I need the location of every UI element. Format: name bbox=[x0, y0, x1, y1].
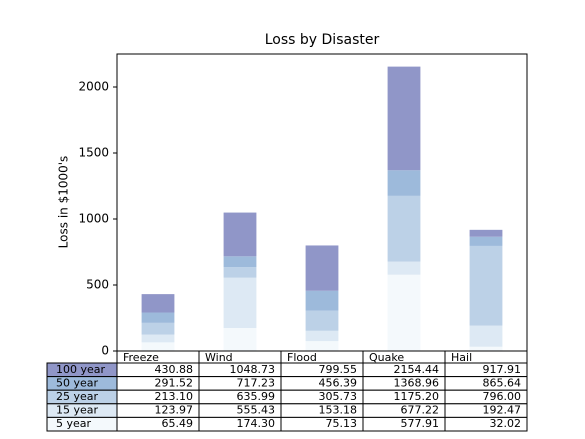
bar-segment bbox=[387, 274, 421, 351]
table-cell-text: 65.49 bbox=[162, 417, 194, 430]
bar-segment bbox=[223, 327, 257, 351]
chart-title: Loss by Disaster bbox=[265, 32, 380, 48]
table-cell-text: 291.52 bbox=[155, 376, 194, 389]
table-column-header: Wind bbox=[205, 351, 233, 364]
table-cell-text: 153.18 bbox=[319, 404, 358, 417]
table-column-header: Quake bbox=[369, 351, 404, 364]
bar-segment bbox=[469, 245, 503, 326]
legend-label: 15 year bbox=[56, 404, 99, 417]
y-tick-label: 2000 bbox=[78, 80, 109, 94]
table-cell-text: 192.47 bbox=[483, 404, 522, 417]
table-cell-text: 865.64 bbox=[483, 376, 522, 389]
bar-segment bbox=[141, 294, 175, 313]
legend-label: 25 year bbox=[56, 390, 99, 403]
bar-segment bbox=[305, 330, 339, 342]
legend-label: 100 year bbox=[56, 363, 106, 376]
y-tick-label: 1500 bbox=[78, 146, 109, 160]
bar-segment bbox=[223, 277, 257, 328]
table-column-header: Hail bbox=[451, 351, 472, 364]
y-tick-label: 0 bbox=[101, 344, 109, 358]
legend-label: 5 year bbox=[56, 417, 92, 430]
bar-segment bbox=[141, 322, 175, 335]
bar-segment bbox=[387, 261, 421, 275]
table-cell-text: 305.73 bbox=[319, 390, 358, 403]
table-cell-text: 213.10 bbox=[155, 390, 194, 403]
bar-segment bbox=[141, 312, 175, 323]
bar-segment bbox=[223, 267, 257, 278]
table-column-header: Freeze bbox=[123, 351, 159, 364]
bar-segment bbox=[387, 66, 421, 171]
table-cell-text: 123.97 bbox=[155, 404, 194, 417]
table-cell-text: 1048.73 bbox=[230, 363, 276, 376]
bar-segment bbox=[469, 325, 503, 347]
bar-segment bbox=[305, 310, 339, 331]
table-cell-text: 677.22 bbox=[401, 404, 440, 417]
bar-segment bbox=[141, 334, 175, 343]
bar-segment bbox=[469, 229, 503, 237]
table-cell-text: 555.43 bbox=[237, 404, 276, 417]
table-cell bbox=[444, 416, 528, 432]
y-axis-label: Loss in $1000's bbox=[57, 156, 71, 249]
bar-segment bbox=[387, 195, 421, 262]
table-cell-text: 174.30 bbox=[237, 417, 276, 430]
legend-label: 50 year bbox=[56, 376, 99, 389]
table-cell-text: 796.00 bbox=[483, 390, 522, 403]
bar-segment bbox=[469, 236, 503, 246]
table-column-header: Flood bbox=[287, 351, 317, 364]
table-cell-text: 75.13 bbox=[326, 417, 358, 430]
bar-segment bbox=[305, 290, 339, 311]
bar-segment bbox=[305, 245, 339, 291]
table-cell-text: 1175.20 bbox=[394, 390, 440, 403]
table-cell-text: 456.39 bbox=[319, 376, 358, 389]
table-cell-text: 577.91 bbox=[401, 417, 440, 430]
table-cell-text: 917.91 bbox=[483, 363, 522, 376]
bar-segment bbox=[469, 346, 503, 351]
table-cell-text: 1368.96 bbox=[394, 376, 440, 389]
bar-segment bbox=[223, 212, 257, 257]
table-cell-text: 635.99 bbox=[237, 390, 276, 403]
bar-segment bbox=[223, 256, 257, 268]
table-cell-text: 717.23 bbox=[237, 376, 276, 389]
bar-segment bbox=[141, 342, 175, 351]
y-tick-label: 1000 bbox=[78, 212, 109, 226]
table-cell-text: 2154.44 bbox=[394, 363, 440, 376]
table-cell-text: 430.88 bbox=[155, 363, 194, 376]
bar-segment bbox=[387, 170, 421, 196]
y-tick-label: 500 bbox=[86, 278, 109, 292]
table-cell-text: 799.55 bbox=[319, 363, 358, 376]
table-cell-text: 32.02 bbox=[490, 417, 522, 430]
bar-segment bbox=[305, 341, 339, 351]
